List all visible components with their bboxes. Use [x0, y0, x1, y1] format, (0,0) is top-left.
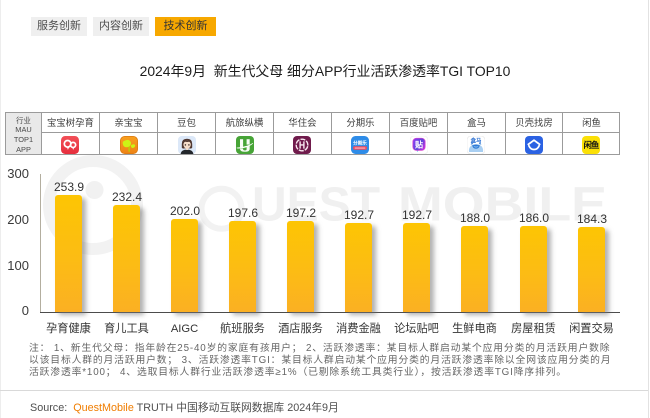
- svg-text:贴: 贴: [415, 139, 423, 149]
- svg-text:分期乐: 分期乐: [353, 140, 367, 147]
- svg-text:闲鱼: 闲鱼: [584, 140, 600, 150]
- svg-text:UEST: UEST: [252, 179, 380, 232]
- svg-text:盒马: 盒马: [471, 136, 482, 144]
- svg-text:MOBILE: MOBILE: [398, 179, 607, 232]
